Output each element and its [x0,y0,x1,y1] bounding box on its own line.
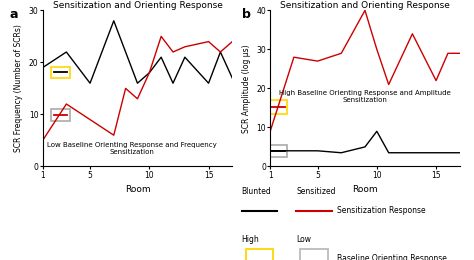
Bar [246,249,273,260]
Text: Low Baseline Orienting Response and Frequency
Sensitization: Low Baseline Orienting Response and Freq… [46,142,217,155]
Text: b: b [242,8,251,21]
Y-axis label: SCR Amplitude (log μs): SCR Amplitude (log μs) [242,44,251,133]
Title: SCR Amplitude
Sensitization and Orienting Response: SCR Amplitude Sensitization and Orientin… [280,0,450,10]
Title: SCR Frequency
Sensitization and Orienting Response: SCR Frequency Sensitization and Orientin… [53,0,222,10]
Bar [51,67,70,78]
Text: a: a [9,8,18,21]
X-axis label: Room: Room [352,185,378,194]
Text: High: High [242,235,259,244]
Bar [268,100,287,114]
Text: Sensitized: Sensitized [296,187,336,196]
Text: Low: Low [296,235,311,244]
Bar [300,249,328,260]
Text: Sensitization Response: Sensitization Response [337,206,425,215]
Text: Baseline Orienting Response: Baseline Orienting Response [337,254,447,260]
Bar [51,109,70,121]
Text: High Baseline Orienting Response and Amplitude
Sensitization: High Baseline Orienting Response and Amp… [279,90,451,103]
Y-axis label: SCR Frequency (Number of SCRs): SCR Frequency (Number of SCRs) [14,24,23,152]
Bar [268,145,287,157]
X-axis label: Room: Room [125,185,150,194]
Text: Blunted: Blunted [242,187,272,196]
